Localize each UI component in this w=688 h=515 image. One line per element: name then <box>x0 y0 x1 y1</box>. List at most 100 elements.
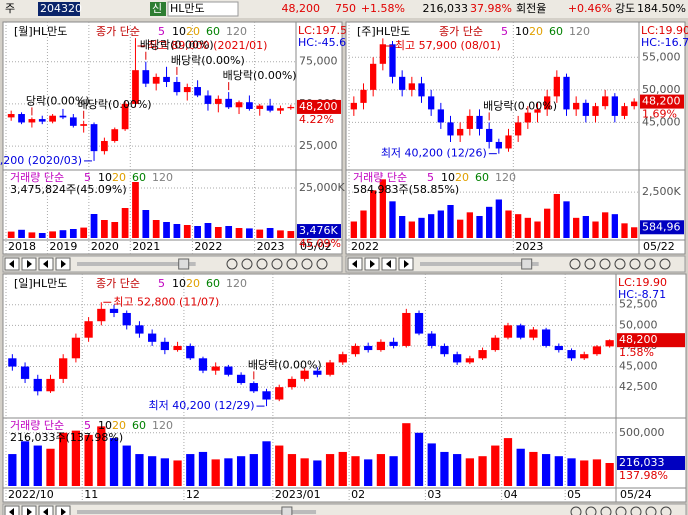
scroll-thumb[interactable] <box>281 506 293 515</box>
candle-body <box>204 95 212 104</box>
tool-icon[interactable] <box>629 258 641 270</box>
candle-body <box>262 391 271 400</box>
nav-arrow <box>404 260 409 268</box>
tool-icon[interactable] <box>569 258 581 270</box>
low-label: 최저 40,200 (12/29) <box>149 399 255 412</box>
tool-icon[interactable] <box>241 258 253 270</box>
volume-bar <box>351 456 360 486</box>
tool-icon[interactable] <box>630 506 642 515</box>
turnover-label: 회전율 <box>516 2 546 15</box>
div-label: 배당락(0.00%) <box>223 69 297 82</box>
tool-icon[interactable] <box>301 258 313 270</box>
volume-bar <box>389 201 396 238</box>
candle-body <box>376 341 386 351</box>
candle-body <box>287 106 295 109</box>
chart-title: [주]HL만도 <box>357 25 410 38</box>
strength: 184.50% <box>637 2 686 15</box>
tool-icon[interactable] <box>645 506 657 515</box>
candle-body <box>447 122 454 136</box>
candle-body <box>183 87 191 93</box>
tool-icon[interactable] <box>316 258 328 270</box>
div-label: 배당락(0.00%) <box>248 358 322 371</box>
code-input[interactable] <box>38 2 80 16</box>
div-label: 당락(0.00%) <box>26 94 90 107</box>
last-price-box <box>297 99 341 114</box>
candle-body <box>563 76 570 110</box>
volume-bar <box>505 210 512 238</box>
x-tick-label: 2022/10 <box>8 488 54 501</box>
volume-bar <box>204 223 212 238</box>
tool-icon[interactable] <box>599 258 611 270</box>
candle-body <box>582 102 589 116</box>
candle-body <box>427 333 436 346</box>
vol-period: 20 <box>112 171 126 184</box>
tool-icon[interactable] <box>286 258 298 270</box>
candle-body <box>592 346 602 355</box>
candle-body <box>495 141 502 149</box>
candle-body <box>580 354 589 359</box>
change: 750 <box>335 2 356 15</box>
tool-icon[interactable] <box>584 258 596 270</box>
candle-body <box>142 70 150 84</box>
candle-body <box>414 312 424 334</box>
div-label: 배당락(0.00%) <box>78 98 152 111</box>
volume-bar <box>49 231 56 238</box>
volume-bar <box>275 445 284 486</box>
scroll-thumb[interactable] <box>521 258 533 270</box>
vol-tick-label: 500,000 <box>619 426 665 439</box>
candle-body <box>121 103 129 130</box>
ma-period: 120 <box>226 277 247 290</box>
vol-period: 5 <box>84 419 91 432</box>
volume-bar <box>621 223 628 238</box>
volume-bar <box>135 454 144 486</box>
volume-bar <box>541 454 551 486</box>
last-pct: 4.22% <box>299 113 334 126</box>
candle-body <box>173 81 181 93</box>
candle-body <box>71 337 81 359</box>
y-tick-label: 45,000 <box>642 115 681 128</box>
scroll-thumb[interactable] <box>178 258 190 270</box>
candle-body <box>80 124 88 126</box>
tool-icon[interactable] <box>660 506 672 515</box>
tool-icon[interactable] <box>256 258 268 270</box>
tool-icon[interactable] <box>644 258 656 270</box>
volume-bar <box>515 214 522 238</box>
volume-bar <box>602 212 609 238</box>
ma-period: 10 <box>172 277 186 290</box>
candle-body <box>8 358 17 367</box>
new-button[interactable] <box>150 2 166 16</box>
candle-body <box>194 87 201 96</box>
ma-period: 20 <box>529 25 543 38</box>
candle-body <box>69 117 77 126</box>
volume-bar <box>553 194 560 238</box>
ma-period: 120 <box>226 25 247 38</box>
candle-body <box>49 115 56 122</box>
tool-icon[interactable] <box>614 258 626 270</box>
tool-icon[interactable] <box>615 506 627 515</box>
candle-body <box>101 141 108 152</box>
volume-bar <box>28 232 36 238</box>
vol-period: 60 <box>132 419 146 432</box>
volume-bar <box>503 438 513 486</box>
volume-bar <box>224 458 233 486</box>
tool-icon[interactable] <box>271 258 283 270</box>
volume-bar <box>33 445 42 486</box>
candle-body <box>544 96 551 110</box>
candle-body <box>503 325 513 338</box>
turnover: +0.46% <box>568 2 612 15</box>
x-axis-strip <box>2 239 343 255</box>
tool-icon[interactable] <box>659 258 671 270</box>
tool-icon[interactable] <box>226 258 238 270</box>
vol-tick-label: 25,000K <box>299 181 345 194</box>
tool-icon[interactable] <box>600 506 612 515</box>
nav-arrow <box>61 508 66 515</box>
volume-bar <box>350 221 357 238</box>
candle-body <box>18 114 25 123</box>
tool-icon[interactable] <box>570 506 582 515</box>
candle-body <box>605 340 614 347</box>
tool-icon[interactable] <box>585 506 597 515</box>
volume-bar <box>605 463 614 486</box>
candle-body <box>256 105 264 109</box>
candle-body <box>235 102 243 108</box>
candle-body <box>553 76 560 97</box>
